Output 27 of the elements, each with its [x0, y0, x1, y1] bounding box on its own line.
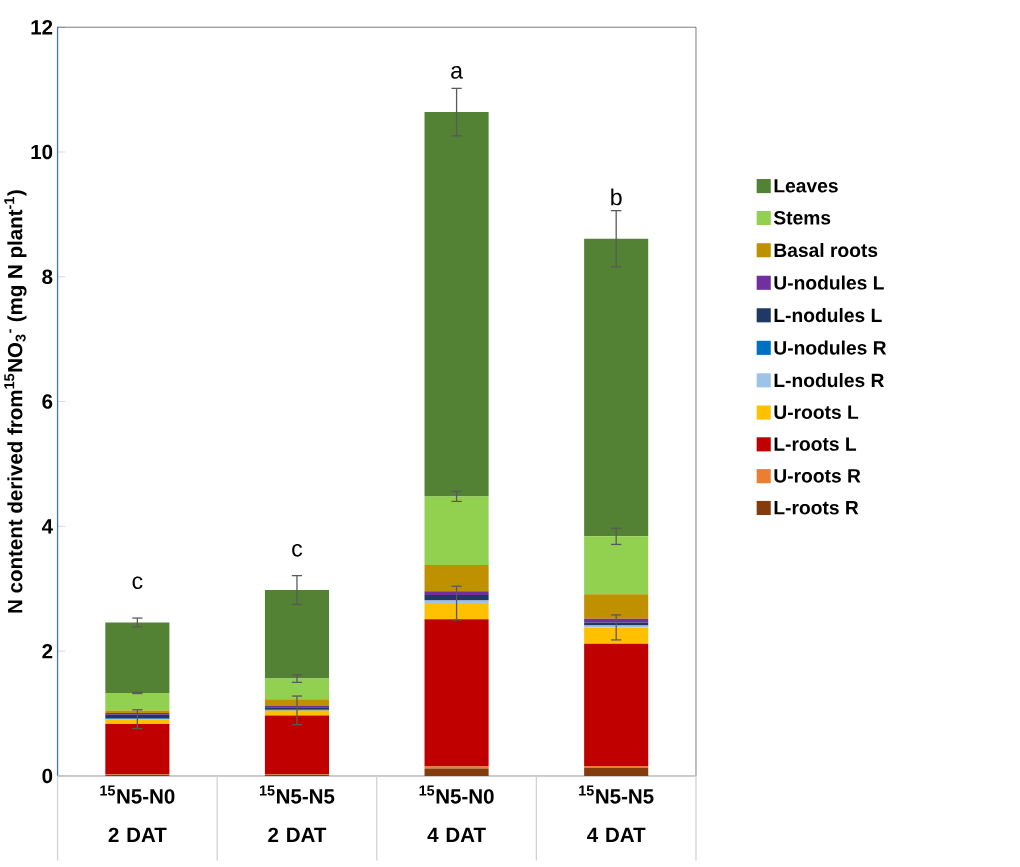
y-tick-label: 0 — [42, 768, 53, 784]
legend-label: U-nodules L — [774, 275, 884, 290]
y-tick-label: 4 — [41, 519, 53, 534]
legend-label: U-roots R — [774, 469, 861, 483]
y-tick-label: 2 — [42, 643, 53, 659]
legend-label: L-nodules L — [774, 307, 882, 323]
x-tick-label: $^{15}$N5-N0 2 DAT — [100, 785, 175, 842]
x-tick-label: $^{15}$N5-N0 4 DAT — [419, 785, 494, 842]
legend-label: Stems — [773, 210, 831, 225]
y-tick-label: 6 — [42, 394, 53, 409]
legend-label: U-nodules R — [774, 340, 887, 355]
x-tick-label: $^{15}$N5-N5 2 DAT — [259, 785, 335, 842]
legend-label: Basal roots — [774, 242, 878, 257]
y-tick-label: 8 — [42, 269, 53, 284]
annotation: a — [451, 65, 463, 79]
annotation: c — [132, 576, 143, 589]
legend-label: L-roots L — [774, 437, 857, 451]
legend-label: L-roots R — [774, 500, 859, 515]
y-tick-label: 12 — [31, 19, 53, 35]
annotation: c — [292, 543, 303, 557]
x-tick-label: $^{15}$N5-N5 4 DAT — [579, 785, 654, 842]
legend-label: Leaves — [774, 179, 838, 193]
legend-label: L-nodules R — [774, 372, 885, 388]
y-tick-label: 10 — [31, 144, 53, 160]
y-axis-title: N content derived from$^{15}$NO$_{3}$$^{-}$ (mg N plant$^{-1}$) — [4, 190, 27, 613]
annotation: b — [611, 188, 622, 206]
legend-label: U-roots L — [774, 405, 859, 419]
